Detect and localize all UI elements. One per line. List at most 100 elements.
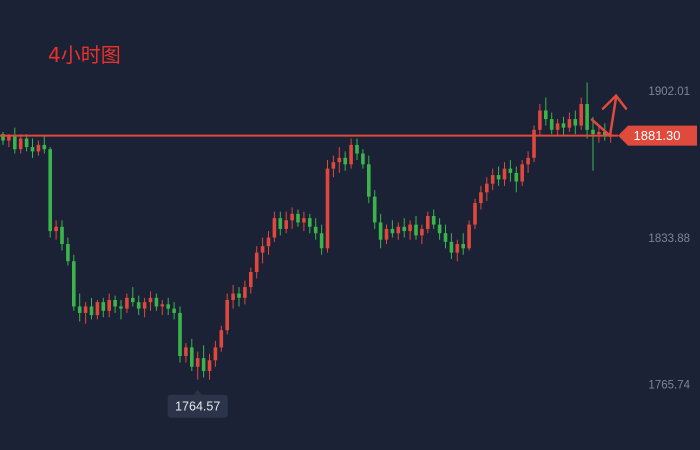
candle-body [319, 233, 324, 249]
candle [296, 209, 300, 227]
candle-body [237, 293, 241, 298]
candle [72, 254, 76, 311]
candle-body [384, 228, 389, 240]
candle [136, 295, 141, 316]
candle-body [496, 175, 501, 180]
candle [331, 155, 336, 178]
candle-body [579, 104, 583, 126]
candle-body [178, 312, 182, 356]
candle [532, 125, 536, 163]
candle [508, 160, 513, 182]
candle [490, 168, 495, 191]
candle [18, 134, 23, 154]
candle [319, 224, 324, 255]
candle [13, 127, 17, 154]
candle [343, 151, 347, 171]
candle [254, 246, 259, 279]
candle-body [213, 347, 218, 361]
candle [597, 125, 601, 143]
candle-body [402, 226, 406, 232]
candle [455, 239, 460, 262]
candle [443, 224, 448, 249]
candle-body [420, 228, 424, 236]
candle-body [485, 183, 489, 193]
candle [390, 220, 395, 238]
candle [431, 209, 436, 229]
candle-body [107, 300, 111, 311]
candle-body [479, 192, 483, 204]
candle [272, 211, 277, 242]
candle [337, 147, 342, 173]
candle [190, 338, 194, 372]
candle [549, 112, 554, 135]
candle [449, 233, 454, 260]
candle [184, 343, 188, 363]
candle-body [148, 297, 153, 303]
candle-body [60, 226, 64, 244]
candle [573, 110, 578, 135]
candle-body [290, 213, 294, 221]
candle-body [313, 226, 318, 234]
candle-body [426, 216, 430, 229]
candle-body [526, 157, 530, 165]
candle [243, 280, 247, 305]
candle-body [561, 123, 566, 128]
candle [467, 220, 471, 251]
candle-body [207, 360, 212, 372]
y-axis: 1902.01 1833.88 1765.74 [648, 86, 690, 392]
candle-body [219, 330, 224, 348]
candle [30, 138, 35, 158]
candle [24, 134, 29, 152]
candle [207, 353, 212, 380]
candle-body [591, 129, 595, 135]
candle [60, 220, 64, 251]
candle [585, 82, 589, 139]
current-price-tag: 1881.30 [618, 125, 697, 146]
candle-body [431, 216, 436, 225]
candle [142, 297, 147, 318]
candle [54, 220, 58, 240]
candle [378, 213, 383, 249]
candle-body [184, 347, 188, 356]
candle [372, 190, 377, 229]
candle-body [508, 168, 513, 173]
candle-body [160, 304, 165, 307]
candle-body [66, 244, 70, 262]
candle [538, 104, 542, 137]
candle [95, 300, 100, 320]
candle-body [278, 218, 283, 229]
candle [502, 162, 507, 186]
candle-body [72, 261, 76, 307]
candle-body [166, 304, 170, 309]
candle-body [154, 297, 159, 307]
candle-body [1, 134, 5, 141]
candle-body [490, 175, 495, 184]
candle [308, 213, 312, 234]
candle [260, 237, 265, 264]
candle [42, 136, 47, 154]
candle-body [284, 220, 288, 229]
candle-body [42, 144, 47, 150]
candle-body [473, 203, 477, 225]
candles-layer [1, 82, 613, 380]
candle [325, 160, 330, 253]
candle [579, 97, 583, 130]
candle-body [225, 300, 229, 331]
candle-body [95, 302, 100, 316]
candle-body [355, 144, 359, 154]
candle-body [603, 132, 607, 137]
candle-body [83, 306, 88, 313]
candle-body [378, 222, 383, 240]
chart-title: 4小时图 [48, 43, 121, 67]
candle-body [372, 196, 377, 223]
candle-body [367, 164, 371, 197]
candle [1, 132, 5, 145]
candle [101, 297, 106, 318]
candle [408, 220, 412, 240]
candle-body [467, 224, 471, 249]
candle [113, 295, 117, 313]
candle-body [113, 300, 117, 307]
candle-body [272, 218, 277, 238]
candle-body [13, 136, 17, 150]
